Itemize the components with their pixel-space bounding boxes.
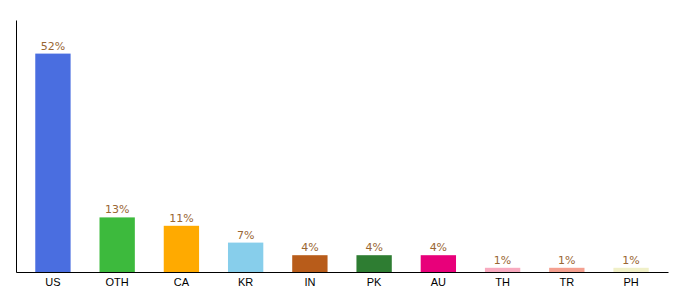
bar	[613, 268, 648, 272]
bar	[228, 243, 263, 272]
x-tick-label: CA	[174, 276, 190, 288]
data-label: 7%	[237, 229, 254, 242]
y-axis-line	[16, 21, 17, 273]
x-tick-label: PK	[367, 276, 382, 288]
x-axis: US OTH CA KR IN PK AU TH TR PH	[17, 273, 669, 288]
x-tick-label: TR	[559, 276, 574, 288]
bar	[421, 255, 456, 272]
x-tick-label: IN	[304, 276, 315, 288]
bars	[35, 54, 648, 272]
bar	[485, 268, 520, 272]
data-label: 4%	[430, 241, 447, 254]
bar	[549, 268, 584, 272]
data-label: 1%	[558, 254, 575, 267]
data-label: 4%	[301, 241, 318, 254]
x-tick: TH	[495, 276, 510, 288]
data-label: 52%	[41, 40, 65, 53]
x-tick-label: OTH	[106, 276, 129, 288]
x-tick: IN	[304, 276, 315, 288]
x-tick: TR	[559, 276, 574, 288]
x-tick: PK	[367, 276, 382, 288]
x-tick: PH	[623, 276, 638, 288]
bar	[35, 54, 70, 272]
x-tick-label: AU	[431, 276, 446, 288]
x-tick: AU	[431, 276, 446, 288]
x-tick: US	[45, 276, 60, 288]
x-tick-label: KR	[238, 276, 253, 288]
data-label: 13%	[105, 203, 129, 216]
chart-container: 52% 13% 11% 7% 4% 4% 4% 1% 1% 1% US OTH CA KR IN PK AU TH…	[0, 0, 680, 300]
data-label: 1%	[494, 254, 511, 267]
bar	[356, 255, 391, 272]
x-tick-label: US	[45, 276, 60, 288]
data-labels: 52% 13% 11% 7% 4% 4% 4% 1% 1% 1%	[41, 40, 640, 267]
data-label: 4%	[365, 241, 382, 254]
x-tick-label: TH	[495, 276, 510, 288]
bar	[100, 217, 135, 272]
x-axis-line	[17, 272, 669, 273]
plot: 52% 13% 11% 7% 4% 4% 4% 1% 1% 1% US OTH CA KR IN PK AU TH…	[17, 21, 669, 288]
data-label: 11%	[169, 212, 193, 225]
bar	[164, 226, 199, 272]
x-tick: OTH	[106, 276, 129, 288]
x-tick-label: PH	[623, 276, 638, 288]
data-label: 1%	[622, 254, 639, 267]
chart-svg: 52% 13% 11% 7% 4% 4% 4% 1% 1% 1% US OTH CA KR IN PK AU TH…	[0, 0, 680, 300]
bar	[292, 255, 327, 272]
y-axis	[16, 21, 17, 273]
x-tick: CA	[174, 276, 190, 288]
x-tick: KR	[238, 276, 253, 288]
